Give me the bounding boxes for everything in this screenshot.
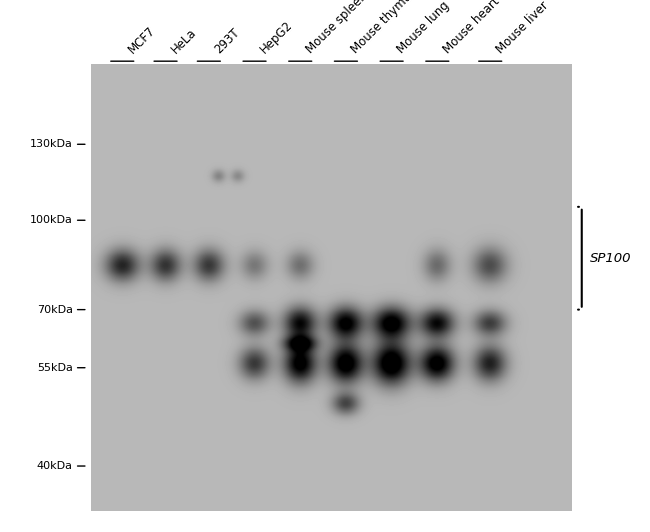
Text: SP100: SP100 — [590, 252, 631, 265]
Text: 55kDa: 55kDa — [37, 363, 73, 373]
Text: Mouse liver: Mouse liver — [493, 0, 551, 56]
Text: 40kDa: 40kDa — [37, 461, 73, 471]
Text: HeLa: HeLa — [169, 26, 199, 56]
Text: MCF7: MCF7 — [125, 24, 158, 56]
Text: 70kDa: 70kDa — [37, 305, 73, 314]
Text: Mouse heart: Mouse heart — [441, 0, 502, 56]
Text: 130kDa: 130kDa — [30, 139, 73, 149]
Text: HepG2: HepG2 — [258, 18, 295, 56]
Text: 100kDa: 100kDa — [30, 215, 73, 225]
Text: 293T: 293T — [212, 26, 242, 56]
Text: Mouse thymus: Mouse thymus — [349, 0, 419, 56]
Text: Mouse spleen: Mouse spleen — [304, 0, 370, 56]
Text: Mouse lung: Mouse lung — [395, 0, 452, 56]
